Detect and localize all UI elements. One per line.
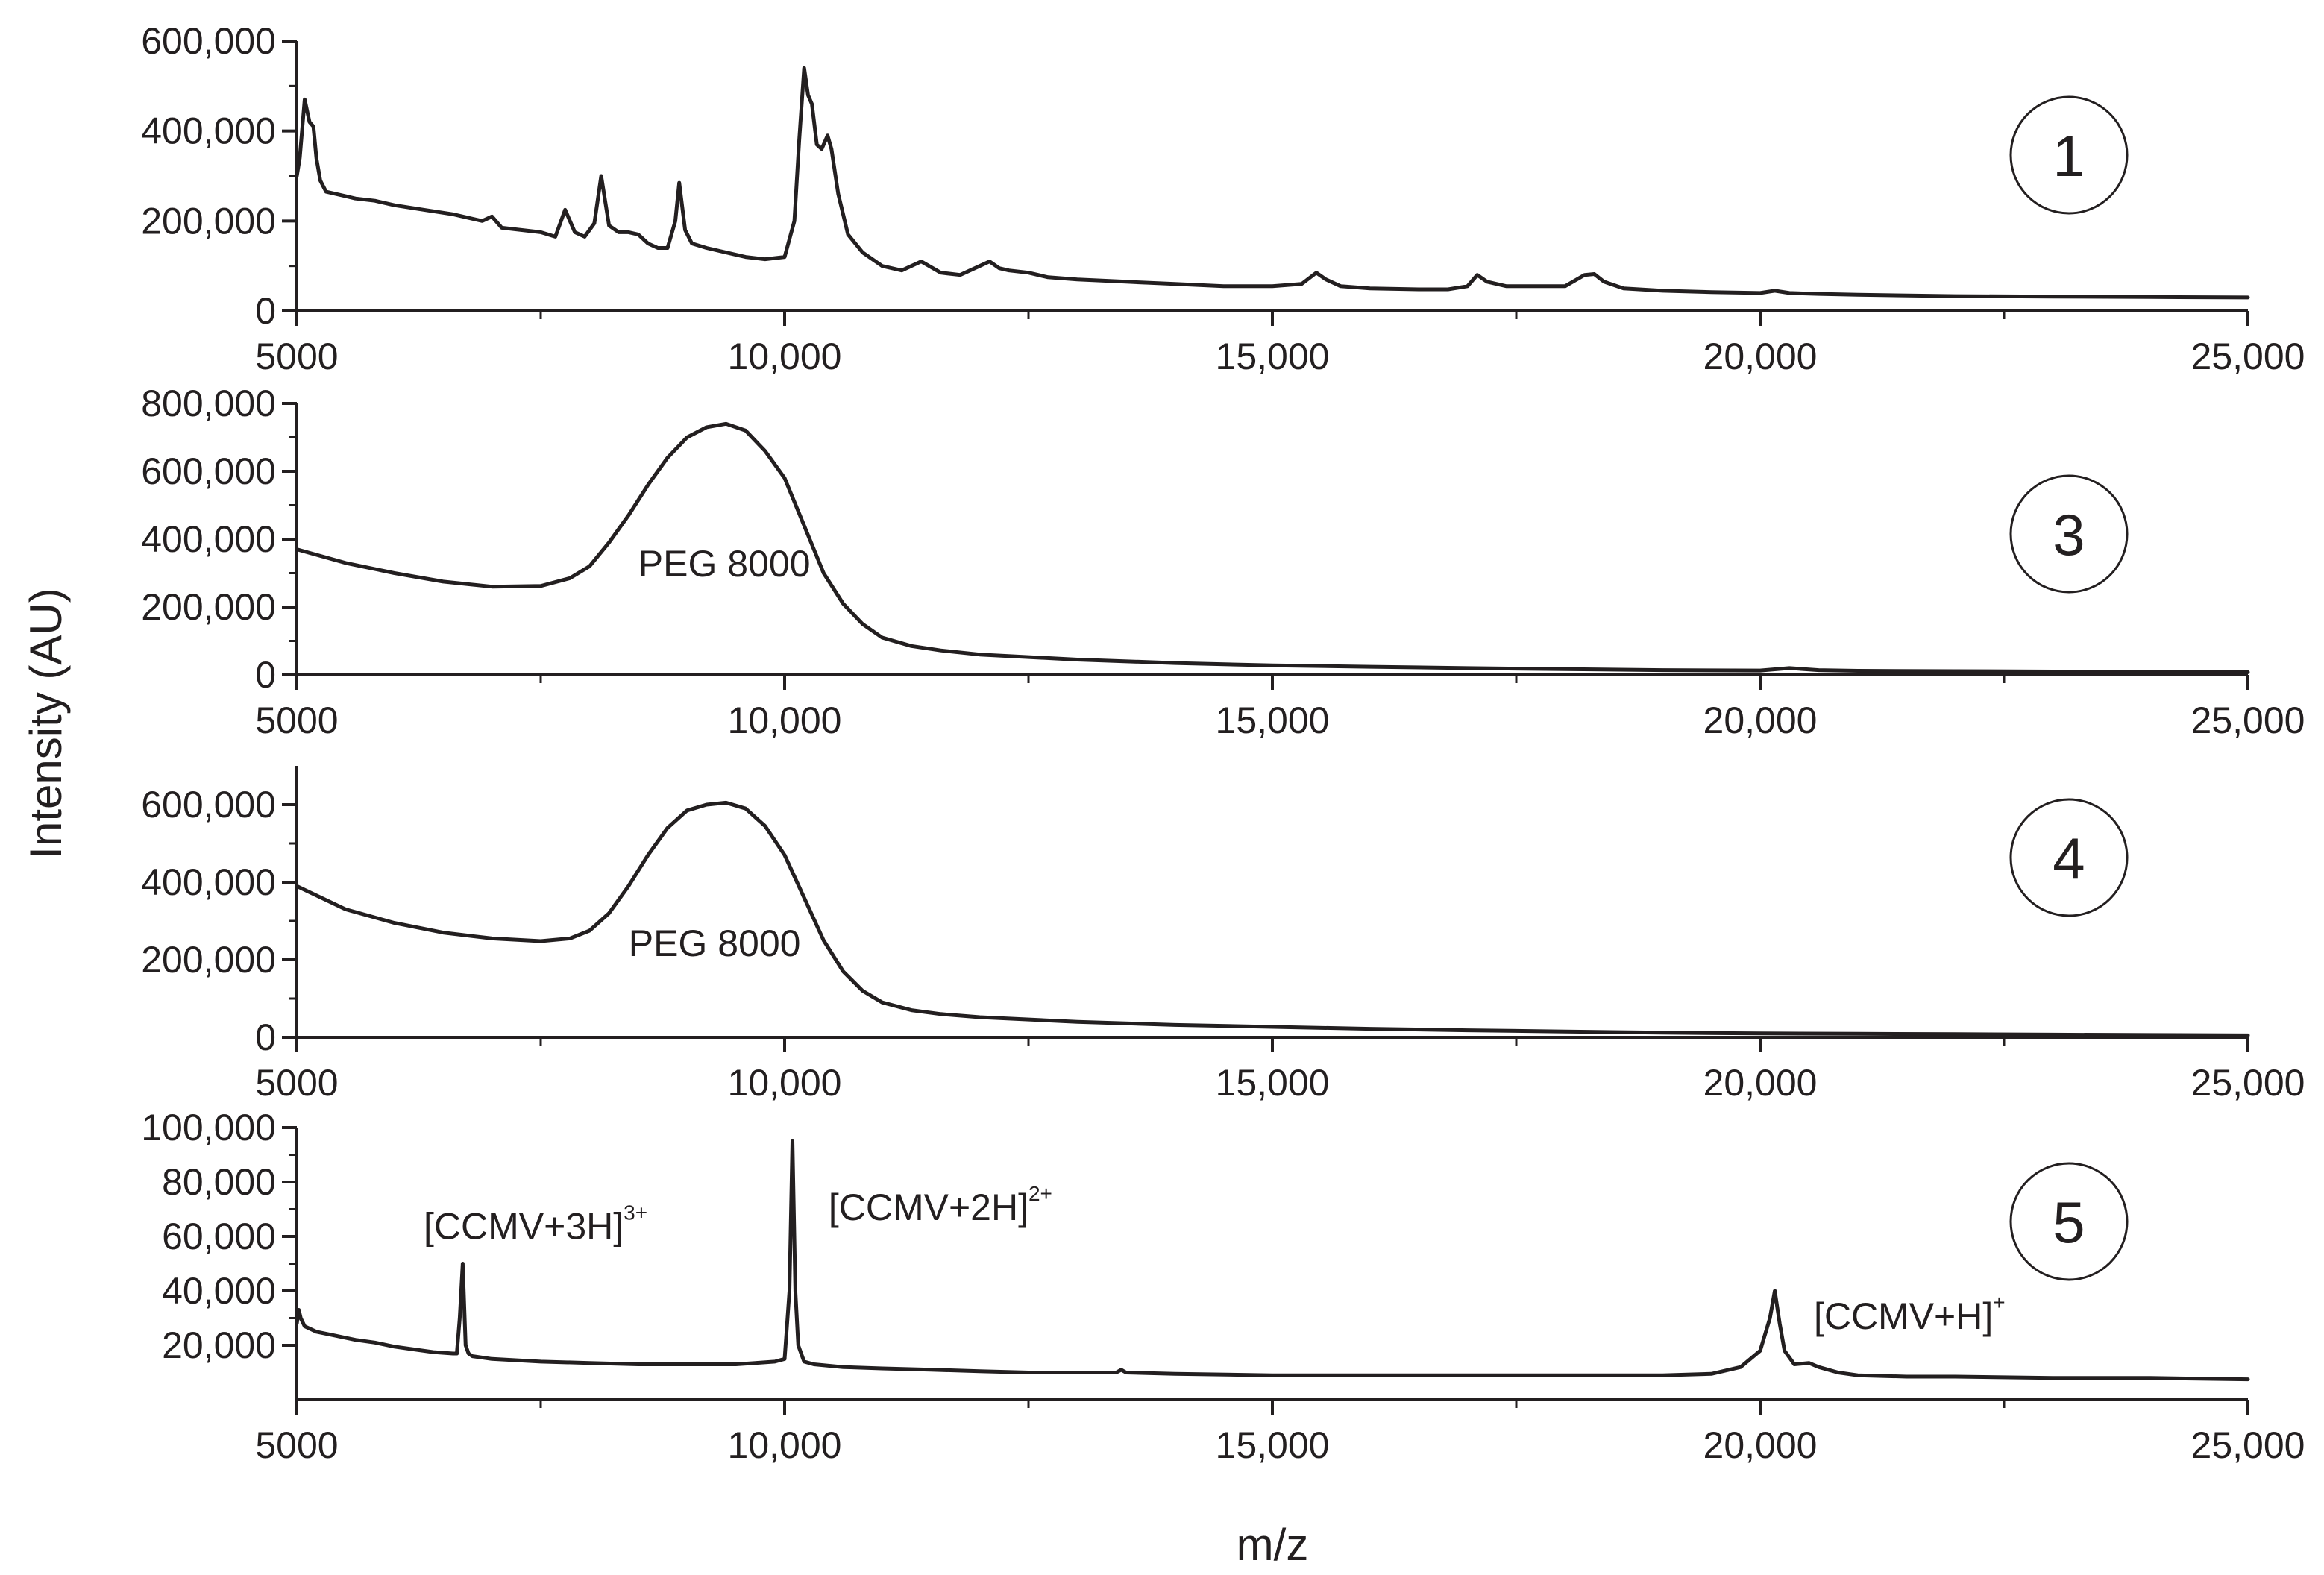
- peak-annotation: [CCMV+H]+: [1814, 1291, 2006, 1337]
- peak-annotation: [CCMV+3H]3+: [424, 1201, 647, 1248]
- x-tick-label: 10,000: [728, 336, 842, 377]
- y-tick-label: 0: [255, 654, 276, 696]
- x-tick-label: 5000: [255, 336, 338, 377]
- x-tick-label: 5000: [255, 700, 338, 741]
- y-tick-label: 600,000: [141, 20, 276, 62]
- spectrum-line: [295, 421, 2250, 674]
- panel-3: 0 200,000 400,000 600,000 800,000 5000 10,000 1…: [141, 383, 2305, 741]
- x-tick-label: 20,000: [1703, 700, 1818, 741]
- x-tick-label: 5000: [255, 1062, 338, 1104]
- x-tick-label: 10,000: [728, 1062, 842, 1104]
- y-tick-label: 60,000: [162, 1216, 276, 1257]
- panel-badge-label: 1: [2053, 123, 2085, 189]
- panel-badge-circle: [2009, 1162, 2129, 1281]
- x-tick-label: 20,000: [1703, 1062, 1818, 1104]
- panel-badge-circle: [2009, 798, 2129, 917]
- x-tick-label: 15,000: [1216, 336, 1330, 377]
- panel-5: 20,000 40,000 60,000 80,000 100,000 5000 10,00…: [141, 1107, 2305, 1466]
- spectrum-line: [295, 1139, 2250, 1382]
- y-tick-label: 40,000: [162, 1270, 276, 1312]
- panel-badge-circle: [2009, 474, 2129, 594]
- y-tick-label: 800,000: [141, 383, 276, 424]
- x-tick-label: 25,000: [2191, 336, 2305, 377]
- panel-badge-label: 3: [2053, 502, 2085, 568]
- y-tick-label: 100,000: [141, 1107, 276, 1148]
- x-tick-label: 25,000: [2191, 1424, 2305, 1466]
- x-tick-label: 15,000: [1216, 1424, 1330, 1466]
- peak-annotation: [CCMV+2H]2+: [829, 1182, 1052, 1228]
- x-tick-label: 25,000: [2191, 700, 2305, 741]
- y-tick-label: 400,000: [141, 518, 276, 560]
- x-tick-label: 5000: [255, 1424, 338, 1466]
- x-axis-title: m/z: [1237, 1520, 1309, 1570]
- y-tick-label: 200,000: [141, 200, 276, 242]
- y-tick-label: 80,000: [162, 1161, 276, 1203]
- y-tick-label: 600,000: [141, 784, 276, 826]
- y-axis-title: Intensity (AU): [21, 588, 71, 858]
- y-tick-label: 200,000: [141, 586, 276, 628]
- peak-annotation: PEG 8000: [629, 922, 801, 964]
- panel-badge-label: 4: [2053, 826, 2085, 891]
- x-tick-label: 10,000: [728, 700, 842, 741]
- peak-annotation: PEG 8000: [638, 543, 811, 585]
- y-tick-label: 0: [255, 1016, 276, 1058]
- panel-badge-label: 5: [2053, 1189, 2085, 1255]
- y-tick-label: 400,000: [141, 110, 276, 152]
- panel-badge-circle: [2009, 95, 2129, 215]
- panel-4: 0 200,000 400,000 600,000 5000 10,000 15,000 20…: [141, 766, 2305, 1104]
- spectrum-line: [295, 66, 2250, 300]
- x-tick-label: 15,000: [1216, 1062, 1330, 1104]
- panel-1: 0 200,000 400,000 600,000 5000 10,000 15,000 20…: [141, 20, 2305, 377]
- x-tick-label: 15,000: [1216, 700, 1330, 741]
- x-tick-label: 20,000: [1703, 336, 1818, 377]
- y-tick-label: 200,000: [141, 939, 276, 981]
- x-tick-label: 10,000: [728, 1424, 842, 1466]
- y-tick-label: 0: [255, 290, 276, 332]
- x-tick-label: 20,000: [1703, 1424, 1818, 1466]
- y-tick-label: 400,000: [141, 861, 276, 903]
- spectrum-line: [295, 800, 2250, 1037]
- y-tick-label: 20,000: [162, 1324, 276, 1366]
- x-tick-label: 25,000: [2191, 1062, 2305, 1104]
- y-tick-label: 600,000: [141, 450, 276, 492]
